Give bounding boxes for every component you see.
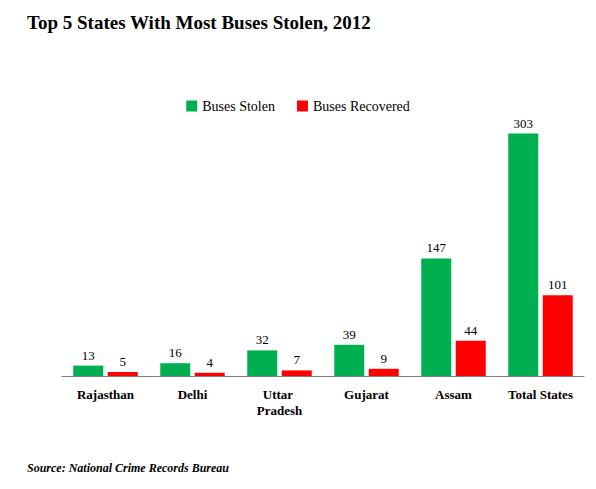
svg-text:Buses Stolen: Buses Stolen [202,99,275,114]
svg-text:44: 44 [464,323,478,338]
svg-text:Buses Recovered: Buses Recovered [313,99,410,114]
svg-text:39: 39 [343,327,356,342]
svg-text:147: 147 [427,240,447,255]
svg-text:101: 101 [548,277,568,292]
svg-text:Total States: Total States [508,387,573,402]
svg-text:Rajasthan: Rajasthan [77,387,135,402]
svg-text:Pradesh: Pradesh [257,403,303,418]
svg-text:Assam: Assam [435,387,472,402]
svg-text:Delhi: Delhi [178,387,208,402]
svg-text:Gujarat: Gujarat [344,387,389,402]
svg-text:16: 16 [169,345,183,360]
svg-text:Top 5 States With Most Buses S: Top 5 States With Most Buses Stolen, 201… [27,12,371,33]
svg-text:303: 303 [514,116,534,131]
svg-text:13: 13 [82,348,95,363]
svg-text:4: 4 [207,355,214,370]
svg-text:5: 5 [120,354,127,369]
svg-text:9: 9 [381,351,388,366]
svg-text:7: 7 [294,352,301,367]
svg-text:Uttar: Uttar [263,387,296,402]
svg-text:Source: National Crime Records: Source: National Crime Records Bureau [27,461,229,475]
svg-text:32: 32 [256,332,269,347]
